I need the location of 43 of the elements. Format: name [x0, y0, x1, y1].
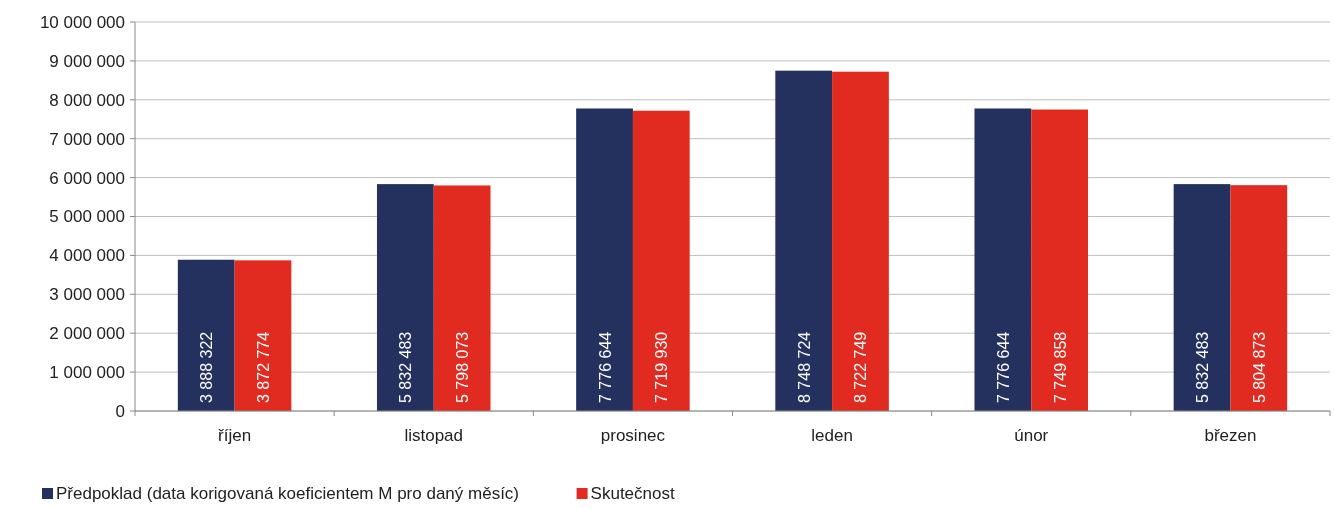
- y-tick-label: 4 000 000: [49, 246, 125, 266]
- x-tick-label: prosinec: [600, 426, 666, 445]
- y-tick-label: 6 000 000: [49, 168, 125, 188]
- bar: [1230, 185, 1288, 411]
- data-label: 5 804 873: [1250, 331, 1268, 403]
- data-label: 3 872 774: [254, 331, 272, 403]
- data-label: 5 832 483: [1194, 331, 1212, 403]
- y-tick-label: 7 000 000: [49, 129, 125, 149]
- y-tick-label: 3 000 000: [49, 285, 125, 305]
- bar: [576, 108, 633, 411]
- legend-label: Předpoklad (data korigovaná koeficientem M pro daný měsíc): [56, 484, 520, 503]
- bar: [1031, 109, 1089, 411]
- bar: [775, 70, 833, 411]
- y-tick-label: 2 000 000: [49, 324, 125, 344]
- y-tick-label: 5 000 000: [49, 207, 125, 227]
- bar: [974, 108, 1032, 411]
- bar: [376, 184, 434, 411]
- y-tick-label: 8 000 000: [49, 90, 125, 110]
- x-tick-label: březen: [1204, 426, 1257, 445]
- x-tick-label: říjen: [218, 426, 252, 445]
- data-label: 5 798 073: [454, 331, 472, 403]
- data-label: 8 748 724: [795, 331, 813, 403]
- x-tick-label: únor: [1014, 426, 1049, 445]
- y-tick-label: 9 000 000: [49, 51, 125, 71]
- bar: [177, 259, 235, 411]
- bar: [632, 110, 690, 411]
- x-tick-label: leden: [811, 426, 853, 445]
- bar: [1173, 184, 1231, 411]
- x-tick-label: listopad: [404, 426, 464, 445]
- bar: [433, 185, 491, 411]
- data-label: 3 888 322: [198, 331, 216, 403]
- y-tick-label: 1 000 000: [49, 363, 125, 383]
- data-label: 8 722 749: [852, 331, 870, 403]
- y-tick-label: 10 000 000: [39, 12, 125, 32]
- bar: [832, 71, 889, 411]
- data-label: 7 719 930: [653, 331, 671, 403]
- data-label: 7 749 858: [1051, 331, 1069, 403]
- data-label: 5 832 483: [397, 331, 415, 403]
- data-label: 7 776 644: [994, 331, 1012, 403]
- bar: [234, 260, 292, 411]
- y-tick-label: 0: [115, 401, 125, 421]
- data-label: 7 776 644: [596, 331, 614, 403]
- legend-label: Skutečnost: [590, 484, 675, 503]
